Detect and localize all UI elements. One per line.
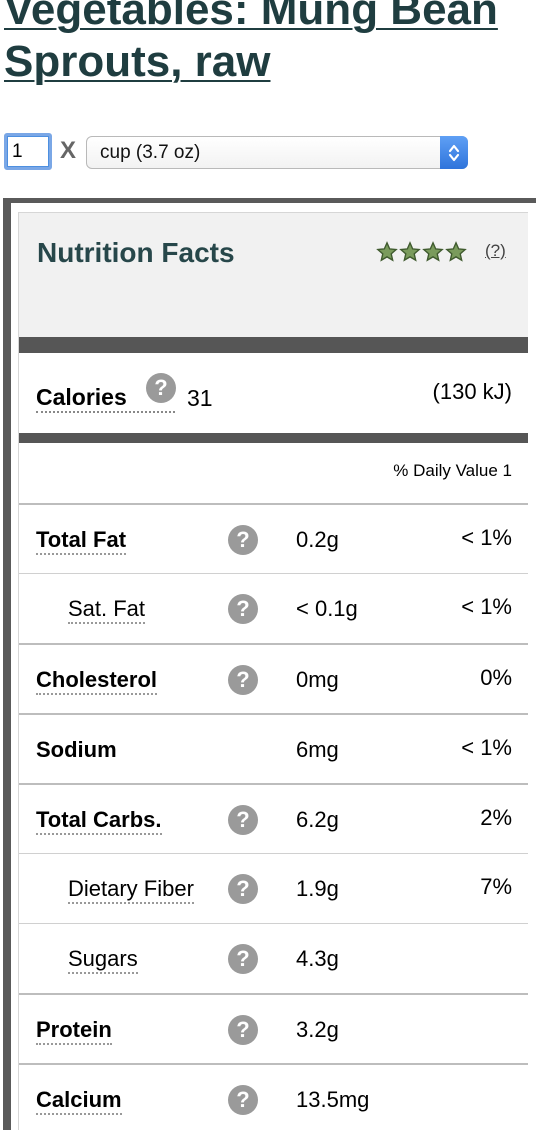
page-title-line-2[interactable]: Sprouts, raw (4, 37, 271, 86)
nutrient-label[interactable]: Total Fat (36, 527, 127, 555)
nutrient-daily-value: 2% (480, 805, 512, 830)
help-icon[interactable]: ? (228, 594, 258, 624)
nutrition-facts-header: Nutrition Facts (?) (19, 213, 528, 337)
calories-row: Calories ? 31 (130 kJ) (19, 353, 528, 433)
rating-help-link[interactable]: (?) (485, 241, 506, 260)
nutrient-amount: 6mg (296, 737, 339, 762)
help-icon[interactable]: ? (228, 1085, 258, 1115)
nutrient-daily-value: 7% (480, 874, 512, 899)
nutrient-label[interactable]: Calcium (36, 1087, 122, 1115)
serving-selector: X cup (3.7 oz) (4, 133, 474, 171)
help-icon[interactable]: ? (228, 1015, 258, 1045)
nutrient-label[interactable]: Sat. Fat (68, 596, 146, 624)
nutrient-row-cholesterol: Cholesterol ? 0mg 0% (19, 643, 528, 713)
nutrient-daily-value: < 1% (461, 525, 512, 550)
nutrient-amount: 0.2g (296, 527, 339, 552)
rating-stars (376, 241, 467, 263)
nutrient-row-dietary-fiber: Dietary Fiber ? 1.9g 7% (19, 853, 528, 923)
nutrition-facts-title: Nutrition Facts (37, 237, 235, 268)
nutrient-row-total-fat: Total Fat ? 0.2g < 1% (19, 503, 528, 573)
help-icon[interactable]: ? (228, 805, 258, 835)
nutrition-panel-frame (3, 198, 536, 1130)
nutrient-row-total-carbs: Total Carbs. ? 6.2g 2% (19, 783, 528, 853)
star-icon (399, 241, 421, 262)
nutrient-label[interactable]: Protein (36, 1017, 112, 1045)
nutrient-daily-value: 0% (480, 665, 512, 690)
help-icon[interactable]: ? (228, 665, 258, 695)
daily-value-label: % Daily Value 1 (393, 461, 512, 480)
calories-value: 31 (187, 385, 213, 411)
nutrient-row-sat-fat: Sat. Fat ? < 0.1g < 1% (19, 573, 528, 643)
nutrient-label[interactable]: Sugars (68, 946, 138, 974)
divider-bar (19, 433, 528, 443)
help-icon[interactable]: ? (228, 944, 258, 974)
star-icon (376, 241, 398, 262)
nutrient-amount: 4.3g (296, 946, 339, 971)
page-title-line-1[interactable]: Vegetables: Mung Bean (4, 0, 498, 34)
star-icon (422, 241, 444, 262)
nutrient-label[interactable]: Dietary Fiber (68, 876, 194, 904)
nutrient-daily-value: < 1% (461, 735, 512, 760)
nutrient-row-sugars: Sugars ? 4.3g (19, 923, 528, 993)
nutrient-daily-value: < 1% (461, 594, 512, 619)
quantity-input[interactable] (4, 133, 52, 170)
select-arrows-icon (440, 136, 468, 169)
star-icon (445, 241, 467, 262)
unit-select[interactable]: cup (3.7 oz) (86, 136, 468, 169)
unit-select-value: cup (3.7 oz) (100, 142, 201, 163)
nutrient-row-protein: Protein ? 3.2g (19, 993, 528, 1063)
nutrient-amount: 13.5mg (296, 1087, 370, 1112)
nutrient-label: Sodium (36, 737, 117, 762)
nutrient-row-calcium: Calcium ? 13.5mg (19, 1063, 528, 1130)
nutrient-label[interactable]: Cholesterol (36, 667, 158, 695)
nutrient-amount: 1.9g (296, 876, 339, 901)
nutrient-amount: 3.2g (296, 1017, 339, 1042)
help-icon[interactable]: ? (146, 373, 176, 403)
nutrition-panel (18, 212, 528, 1130)
nutrient-amount: 0mg (296, 667, 339, 692)
help-icon[interactable]: ? (228, 874, 258, 904)
divider-bar (19, 337, 528, 353)
calories-kj: (130 kJ) (432, 379, 512, 404)
page-title[interactable]: Vegetables: Mung Bean Sprouts, raw (4, 0, 534, 88)
nutrient-amount: < 0.1g (296, 596, 358, 621)
calories-label[interactable]: Calories (36, 383, 175, 413)
nutrient-amount: 6.2g (296, 807, 339, 832)
help-icon[interactable]: ? (228, 525, 258, 555)
times-symbol: X (60, 137, 77, 164)
daily-value-header: % Daily Value 1 (19, 443, 528, 503)
nutrient-label[interactable]: Total Carbs. (36, 807, 162, 835)
nutrient-row-sodium: Sodium 6mg < 1% (19, 713, 528, 783)
